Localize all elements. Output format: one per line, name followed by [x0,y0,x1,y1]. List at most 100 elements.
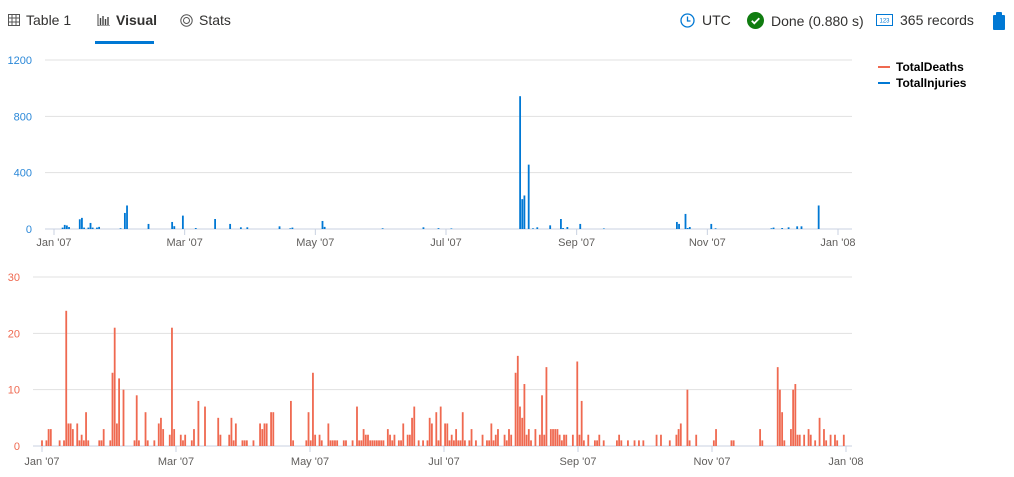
y-tick-label: 20 [8,328,20,340]
bar [527,429,530,446]
bar [389,434,391,446]
bar [455,429,458,446]
x-tick-label: Jan '08 [820,237,855,249]
bar [422,440,424,446]
bar [378,440,380,446]
bar [402,423,405,446]
bar [381,228,384,229]
bar [714,228,717,229]
bar [457,440,460,446]
bar [49,429,52,446]
bar [113,327,116,446]
bar [364,434,367,446]
bar [803,434,806,446]
bar [510,434,513,446]
bar [261,429,264,446]
bar [115,423,118,446]
bar [688,440,691,446]
bar [171,327,173,446]
bar [147,223,150,229]
bar [138,440,140,446]
bar [360,440,363,446]
bar [234,423,237,446]
bar [367,434,369,446]
y-tick-label: 0 [14,441,20,453]
bar [566,227,569,229]
legend-label: TotalDeaths [896,60,964,74]
bar [549,429,552,446]
tab-stats[interactable]: Stats [180,12,231,28]
tab-visual[interactable]: Visual [97,12,157,28]
bar [204,406,206,446]
bar [695,434,698,446]
y-tick-label: 800 [14,111,32,123]
bar [488,440,491,446]
bar [450,434,453,446]
tab-table-1[interactable]: Table 1 [8,12,71,28]
bar [118,378,120,446]
bar [272,412,275,446]
bar [642,440,645,446]
tab-label: Stats [199,12,231,28]
bar [71,429,74,446]
bar [98,440,101,446]
bar [437,228,440,229]
bar [450,228,453,229]
bar [677,429,680,446]
bar [523,384,526,446]
bar [521,417,524,446]
bar [497,429,499,446]
bar [825,440,828,446]
bar [516,355,519,446]
timezone-indicator[interactable]: UTC [680,12,731,28]
bar [422,227,425,229]
bar [318,434,321,446]
query-status: Done (0.880 s) [747,12,864,29]
bar [492,440,495,446]
copy-button[interactable] [993,12,1005,30]
bar [160,417,162,446]
bar [219,434,222,446]
bar [312,372,314,446]
bar [179,434,182,446]
y-tick-label: 10 [8,385,20,397]
x-tick-label: Jan '07 [36,237,71,249]
bar [45,440,48,446]
bar [536,227,539,229]
bar [232,440,235,446]
bar [792,389,795,446]
bar [126,205,128,229]
bar [430,423,433,446]
x-tick-label: Jul '07 [428,456,459,468]
bar [660,434,662,446]
legend-item-injuries[interactable]: TotalInjuries [878,76,966,90]
bar [230,417,233,446]
bar [265,423,268,446]
bar [239,227,242,229]
bar [446,423,449,446]
bar [787,227,790,229]
bar [375,440,378,446]
bar [229,223,232,229]
stats-icon [180,13,193,27]
bar [291,227,294,229]
bar [530,440,532,446]
bar [426,440,429,446]
bar [712,440,715,446]
bar [842,434,845,446]
bar [173,429,176,446]
legend-item-deaths[interactable]: TotalDeaths [878,60,964,74]
bar [686,228,689,229]
bar [135,395,138,446]
x-tick-label: Mar '07 [166,237,202,249]
bar [334,440,336,446]
bar [519,406,521,446]
records-text: 365 records [900,12,974,28]
bar [171,221,174,229]
bar [562,228,564,229]
bar [772,227,775,229]
bar [710,223,713,229]
bar [228,434,231,446]
bar [759,429,761,446]
